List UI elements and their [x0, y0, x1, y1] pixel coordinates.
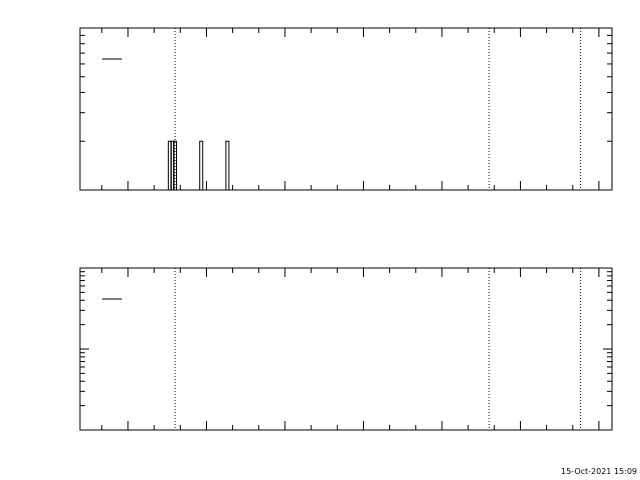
- chart-panel-lo: [79, 27, 613, 191]
- data-spike: [225, 140, 230, 190]
- footer-timestamp: 15-Oct-2021 15:09: [561, 467, 637, 476]
- plot-frame: [79, 267, 613, 431]
- plot-frame: [79, 27, 613, 191]
- data-spike: [173, 140, 178, 190]
- data-spike: [199, 140, 204, 190]
- chart-panel-hi: [79, 267, 613, 431]
